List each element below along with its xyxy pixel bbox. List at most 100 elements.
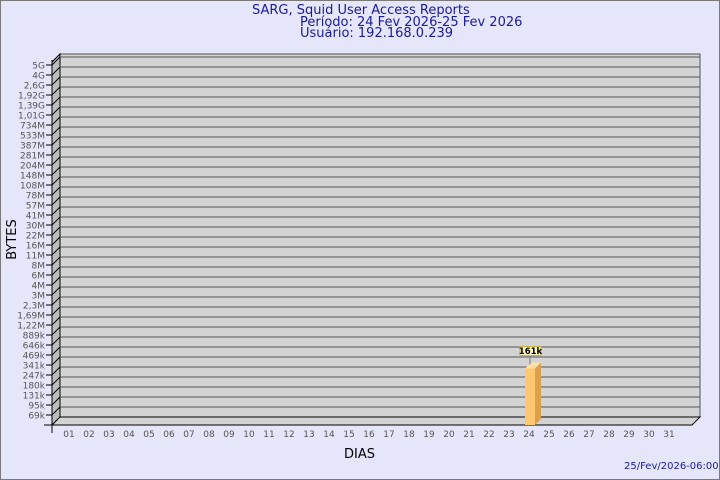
y-tick-label: 3M — [32, 292, 46, 302]
y-tick-diag — [51, 186, 61, 196]
y-tick-diag — [51, 276, 61, 286]
y-tick-label: 5G — [32, 62, 45, 72]
y-tick-label: 41M — [26, 212, 45, 222]
x-tick-label: 15 — [343, 430, 354, 440]
y-tick-diag — [51, 386, 61, 396]
y-tick-label: 4G — [32, 72, 45, 82]
x-tick-label: 25 — [543, 430, 554, 440]
x-tick-label: 27 — [583, 430, 594, 440]
y-tick-label: 4M — [32, 282, 46, 292]
y-tick-label: 108M — [20, 182, 45, 192]
y-tick-diag — [51, 366, 61, 376]
y-tick-diag — [51, 286, 61, 296]
y-tick-label: 387M — [20, 142, 45, 152]
y-tick-label: 469k — [23, 352, 46, 362]
y-tick-diag — [51, 166, 61, 176]
x-tick-label: 26 — [563, 430, 575, 440]
x-tick-label: 03 — [103, 430, 114, 440]
y-tick-label: 2,3M — [23, 302, 45, 312]
x-tick-label: 05 — [143, 430, 154, 440]
y-tick-label: 204M — [20, 162, 45, 172]
y-tick-label: 341k — [23, 362, 46, 372]
floor — [50, 416, 702, 426]
y-tick-label: 6M — [32, 272, 46, 282]
x-tick-label: 24 — [523, 430, 535, 440]
y-tick-diag — [51, 406, 61, 416]
bar-side — [535, 362, 541, 425]
timestamp: 25/Fev/2026-06:00 — [624, 461, 719, 472]
x-tick-label: 20 — [443, 430, 455, 440]
chart-user: Usuário: 192.168.0.239 — [300, 26, 454, 41]
x-tick-label: 22 — [483, 430, 494, 440]
x-tick-label: 04 — [123, 430, 135, 440]
x-tick-label: 21 — [463, 430, 474, 440]
y-tick-label: 2,6G — [24, 82, 45, 92]
y-tick-diag — [51, 196, 61, 206]
x-tick-label: 08 — [203, 430, 215, 440]
y-tick-label: 57M — [26, 202, 45, 212]
data-label: 161k — [519, 347, 543, 357]
back-wall — [59, 53, 701, 418]
x-tick-label: 01 — [63, 430, 74, 440]
y-tick-label: 11M — [26, 252, 45, 262]
y-tick-diag — [51, 316, 61, 326]
y-tick-diag — [51, 396, 61, 406]
y-tick-label: 1,22M — [17, 322, 45, 332]
x-axis-label: DIAS — [344, 447, 375, 462]
y-tick-diag — [51, 306, 61, 316]
y-tick-label: 22M — [26, 232, 45, 242]
y-tick-label: 148M — [20, 172, 45, 182]
x-tick-label: 09 — [223, 430, 235, 440]
y-tick-label: 1,01G — [18, 112, 45, 122]
x-tick-label: 07 — [183, 430, 194, 440]
y-tick-label: 247k — [23, 372, 46, 382]
y-tick-diag — [51, 56, 61, 66]
y-tick-label: 69k — [28, 412, 45, 422]
x-tick-label: 31 — [663, 430, 674, 440]
y-tick-label: 78M — [26, 192, 45, 202]
y-tick-label: 734M — [20, 122, 45, 132]
y-tick-diag — [51, 206, 61, 216]
y-tick-label: 1,69M — [17, 312, 45, 322]
y-tick-label: 646k — [23, 342, 46, 352]
y-tick-label: 8M — [32, 262, 46, 272]
x-tick-label: 14 — [323, 430, 335, 440]
y-tick-label: 30M — [26, 222, 45, 232]
chart-title: SARG, Squid User Access Reports — [252, 3, 470, 18]
y-tick-label: 281M — [20, 152, 45, 162]
y-tick-label: 16M — [26, 242, 45, 252]
y-tick-diag — [51, 136, 61, 146]
x-tick-label: 17 — [383, 430, 394, 440]
y-tick-diag — [51, 326, 61, 336]
y-tick-label: 95k — [28, 402, 45, 412]
y-tick-diag — [51, 376, 61, 386]
x-tick-label: 29 — [623, 430, 635, 440]
y-tick-diag — [51, 156, 61, 166]
x-tick-label: 11 — [263, 430, 274, 440]
bar — [525, 368, 535, 425]
y-tick-diag — [51, 66, 61, 76]
x-tick-label: 18 — [403, 430, 415, 440]
y-tick-label: 1,92G — [18, 92, 45, 102]
y-tick-diag — [51, 346, 61, 356]
y-tick-diag — [51, 226, 61, 236]
y-tick-diag — [51, 106, 61, 116]
y-tick-diag — [51, 116, 61, 126]
y-tick-diag — [51, 356, 61, 366]
y-tick-diag — [51, 296, 61, 306]
x-tick-label: 06 — [163, 430, 175, 440]
x-tick-label: 30 — [643, 430, 655, 440]
bar-top — [525, 362, 541, 369]
x-tick-label: 02 — [83, 430, 94, 440]
x-tick-label: 10 — [243, 430, 255, 440]
y-tick-diag — [51, 86, 61, 96]
y-tick-diag — [51, 256, 61, 266]
y-tick-diag — [51, 236, 61, 246]
y-tick-label: 1,39G — [18, 102, 45, 112]
y-tick-label: 131k — [23, 392, 46, 402]
x-tick-label: 28 — [603, 430, 615, 440]
chart-period: Período: 24 Fev 2026-25 Fev 2026 — [300, 15, 523, 30]
y-tick-label: 180k — [23, 382, 46, 392]
x-tick-label: 23 — [503, 430, 514, 440]
